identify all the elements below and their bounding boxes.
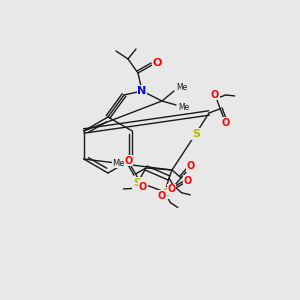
Text: O: O (211, 90, 219, 100)
Text: S: S (133, 178, 141, 188)
Text: Me: Me (112, 158, 124, 167)
Text: O: O (124, 156, 132, 166)
Text: Me: Me (176, 82, 188, 91)
Text: O: O (167, 184, 176, 194)
Text: S: S (162, 188, 170, 198)
Text: O: O (139, 182, 147, 192)
Text: O: O (152, 58, 162, 68)
Text: Me: Me (178, 103, 190, 112)
Text: N: N (137, 86, 147, 96)
Text: S: S (192, 129, 200, 139)
Text: O: O (184, 176, 192, 186)
Text: O: O (221, 118, 230, 128)
Text: O: O (187, 161, 195, 171)
Text: O: O (158, 191, 166, 201)
